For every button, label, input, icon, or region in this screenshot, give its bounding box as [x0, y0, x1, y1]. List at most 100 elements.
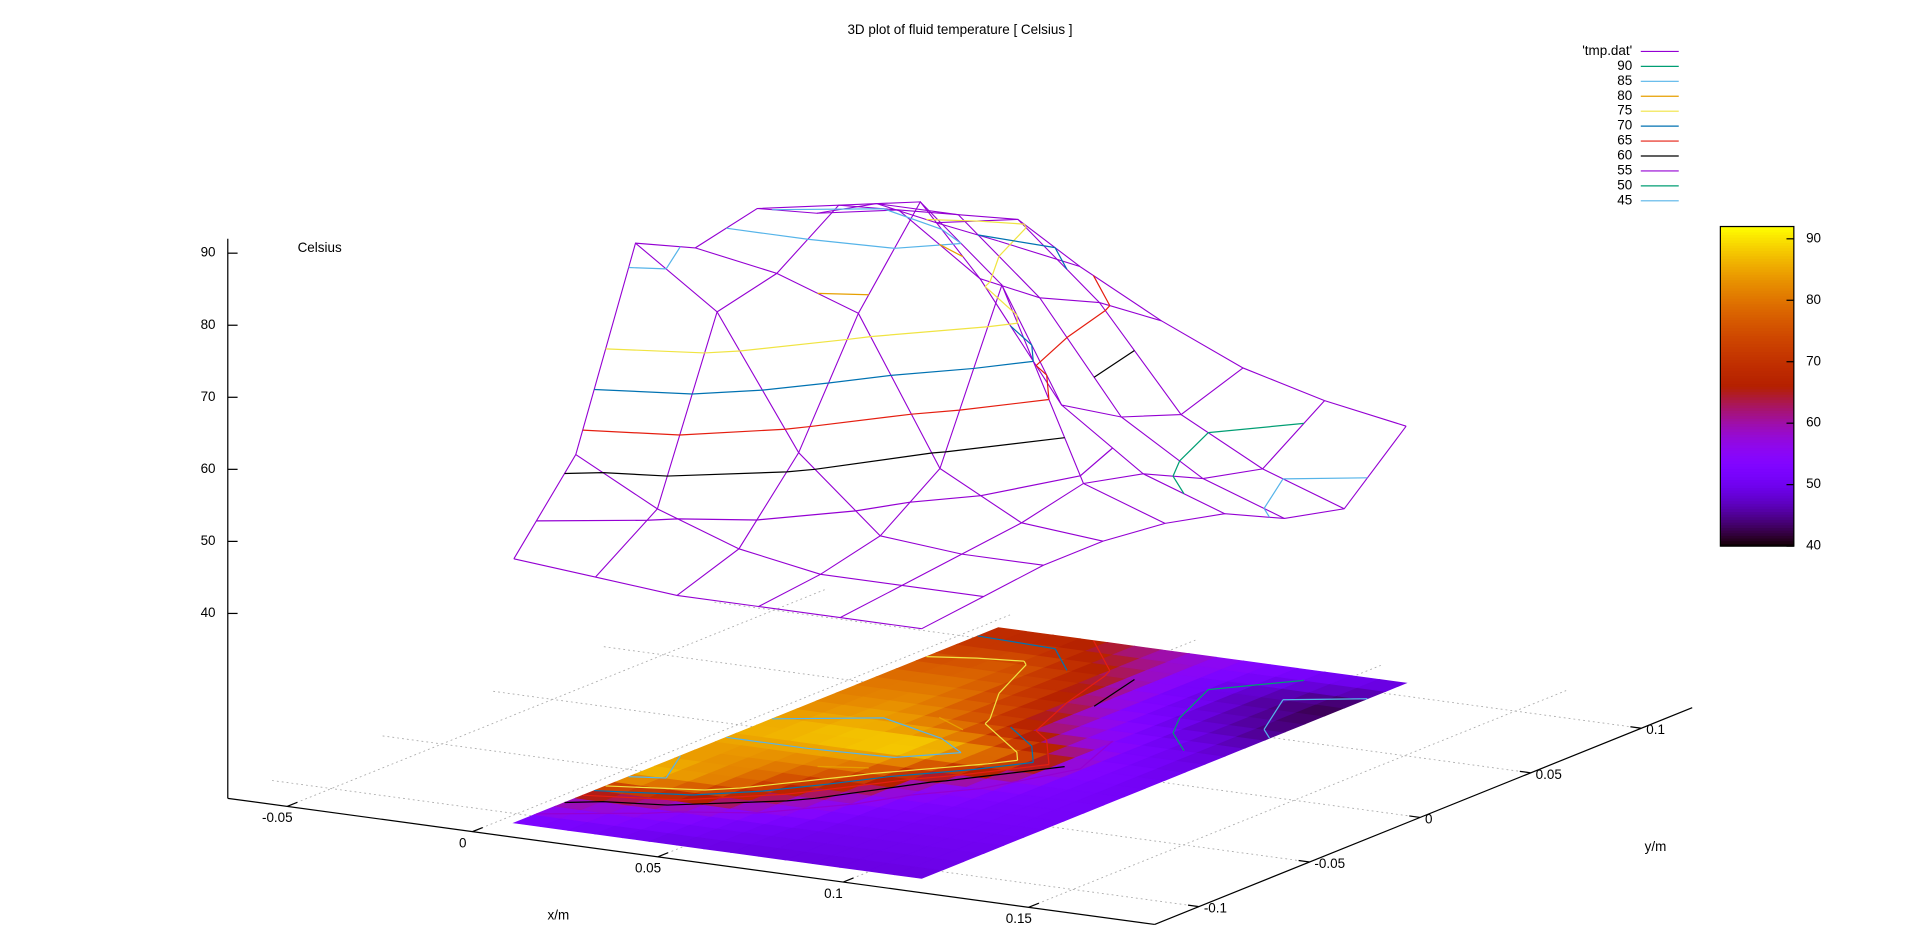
- colorbar-stripe: [1720, 404, 1794, 409]
- colorbar-stripe: [1720, 426, 1794, 430]
- colorbar-stripe: [1720, 247, 1794, 251]
- colorbar-stripe: [1720, 258, 1794, 262]
- colorbar-stripe: [1720, 274, 1794, 278]
- colorbar-stripe: [1720, 290, 1794, 294]
- floor-contour: [605, 655, 1027, 791]
- colorbar-stripe: [1720, 498, 1794, 502]
- colorbar-stripe: [1720, 372, 1794, 377]
- floor-contour: [582, 640, 1111, 801]
- legend-label: 85: [1617, 73, 1632, 88]
- y-tick: [1630, 726, 1642, 729]
- grid-line: [382, 735, 1310, 863]
- z-axis-label: Celsius: [298, 240, 342, 255]
- floor-map: [512, 627, 1408, 879]
- surface-line: [635, 242, 1044, 566]
- x-tick: [657, 852, 669, 858]
- colorbar-stripe: [1720, 386, 1794, 390]
- colorbar-stripe: [1720, 519, 1794, 523]
- colorbar-stripe: [1720, 452, 1794, 457]
- colorbar-stripe: [1720, 266, 1794, 270]
- colorbar-tick-label: 90: [1806, 230, 1821, 245]
- colorbar-stripe: [1720, 463, 1794, 467]
- legend-label: 65: [1617, 133, 1632, 148]
- colorbar-stripe: [1720, 383, 1794, 387]
- colorbar-stripe: [1720, 349, 1794, 353]
- axes: -0.05 0 0.05 0.1 0.15 -0.1 -0.05 0 0.05 0.1 40 50 60…: [201, 238, 1693, 926]
- surface-contour: [605, 218, 1027, 354]
- floor-contour: [536, 740, 1113, 815]
- colorbar-stripe: [1720, 479, 1794, 483]
- colorbar-stripe: [1720, 412, 1794, 417]
- colorbar-stripe: [1720, 492, 1794, 496]
- colorbar-stripe: [1720, 250, 1794, 254]
- colorbar-stripe: [1720, 484, 1794, 488]
- floor-contour: [1172, 679, 1304, 752]
- colorbar-stripe: [1720, 380, 1794, 385]
- colorbar-border: [1719, 225, 1795, 547]
- colorbar-stripe: [1720, 495, 1794, 499]
- z-tick-label: 40: [201, 605, 216, 620]
- colorbar-stripe: [1720, 303, 1794, 307]
- colorbar-stripe: [1720, 535, 1794, 539]
- colorbar-stripe: [1720, 327, 1794, 331]
- x-tick: [472, 826, 483, 833]
- colorbar-stripe: [1720, 444, 1794, 449]
- surface-line: [575, 454, 984, 598]
- floor-contour: [1263, 698, 1368, 739]
- colorbar-stripe: [1720, 279, 1794, 283]
- colorbar-stripe: [1720, 271, 1794, 275]
- surface-line: [936, 218, 1345, 510]
- y-tick: [1187, 904, 1200, 908]
- z-tick-label: 80: [201, 317, 216, 332]
- colorbar-stripe: [1720, 532, 1794, 536]
- grid-line: [714, 601, 1642, 729]
- colorbar-stripe: [1720, 367, 1794, 371]
- colorbar-stripe: [1720, 423, 1794, 427]
- colorbar-tick-label: 50: [1806, 476, 1821, 491]
- colorbar-stripe: [1720, 516, 1794, 520]
- colorbar-stripe: [1720, 277, 1794, 281]
- x-tick-label: 0.05: [635, 861, 661, 876]
- legend-label: 55: [1617, 162, 1632, 177]
- floor-contour: [817, 716, 964, 769]
- colorbar-stripe: [1720, 476, 1794, 481]
- colorbar-stripe: [1720, 365, 1794, 369]
- colorbar-stripe: [1720, 253, 1794, 257]
- chart-title: 3D plot of fluid temperature [ Celsius ]: [847, 22, 1072, 37]
- colorbar-stripe: [1720, 319, 1794, 323]
- colorbar-stripe: [1720, 436, 1794, 441]
- colorbar-stripe: [1720, 466, 1794, 470]
- colorbar-stripe: [1720, 245, 1794, 249]
- colorbar-stripe: [1720, 301, 1794, 305]
- floor-contour: [564, 679, 1135, 806]
- colorbar-stripe: [1720, 450, 1794, 454]
- colorbar-stripe: [1720, 306, 1794, 310]
- y-axis-line: [1154, 707, 1693, 926]
- surface-line: [921, 425, 1407, 630]
- surface-line: [595, 204, 1081, 578]
- y-tick: [1409, 815, 1421, 819]
- colorbar-stripe: [1720, 508, 1794, 512]
- surface-contour: [628, 208, 962, 270]
- x-tick: [1028, 902, 1040, 908]
- colorbar-stripe: [1720, 439, 1794, 443]
- x-tick-label: 0.15: [1006, 911, 1032, 926]
- y-tick: [1519, 770, 1531, 774]
- z-tick-label: 70: [201, 389, 216, 404]
- colorbar-stripe: [1720, 434, 1794, 438]
- x-axis-line: [227, 797, 1155, 926]
- surface-line: [513, 203, 999, 560]
- colorbar-tick-label: 80: [1806, 292, 1821, 307]
- colorbar-stripe: [1720, 396, 1794, 401]
- colorbar-stripe: [1720, 460, 1794, 465]
- colorbar-stripe: [1720, 314, 1794, 318]
- colorbar-stripe: [1720, 527, 1794, 531]
- surface-contour: [1263, 477, 1368, 518]
- colorbar-stripe: [1720, 370, 1794, 374]
- colorbar-stripe: [1720, 399, 1794, 403]
- colorbar-stripe: [1720, 293, 1794, 297]
- surface-line: [876, 203, 1285, 519]
- x-tick: [286, 801, 298, 807]
- grid-line: [286, 589, 825, 807]
- x-axis-label: x/m: [548, 907, 570, 922]
